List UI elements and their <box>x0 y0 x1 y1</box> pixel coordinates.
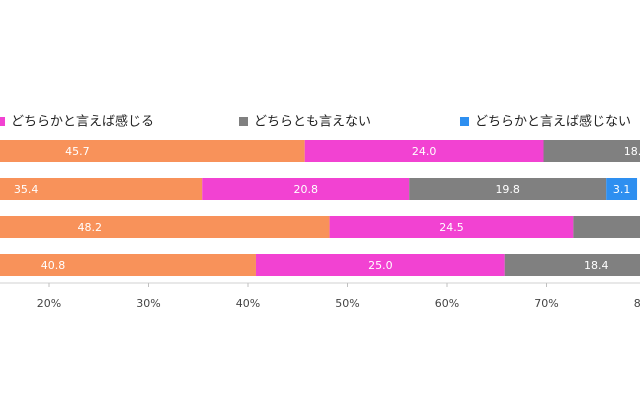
legend-label: どちらかと言えば感じない <box>475 114 631 130</box>
x-tick-label: 80% <box>634 297 640 310</box>
bar-segment <box>329 216 574 238</box>
bar-segment <box>504 254 640 276</box>
bar-segment <box>202 178 410 200</box>
value-label: 18.6 <box>624 145 640 158</box>
bar-segment <box>0 140 305 162</box>
x-tick-label: 40% <box>236 297 260 310</box>
value-label: 3.1 <box>613 183 631 196</box>
x-tick-label: 70% <box>534 297 558 310</box>
legend-swatch <box>239 117 248 126</box>
value-label: 35.4 <box>14 183 39 196</box>
bar-segment <box>409 178 607 200</box>
value-label: 19.8 <box>495 183 520 196</box>
value-label: 18.4 <box>584 259 609 272</box>
value-label: 40.8 <box>41 259 66 272</box>
value-label: 24.0 <box>412 145 437 158</box>
x-tick-label: 30% <box>136 297 160 310</box>
x-tick-label: 60% <box>435 297 459 310</box>
legend-label: どちらとも言えない <box>254 115 371 130</box>
x-tick-label: 50% <box>335 297 359 310</box>
legend-swatch <box>0 117 5 126</box>
bar-segment <box>573 216 640 238</box>
bar-segment <box>304 140 544 162</box>
legend-label: どちらかと言えば感じる <box>11 114 154 130</box>
bar-segment <box>0 178 203 200</box>
bar-segment <box>0 216 330 238</box>
value-label: 20.8 <box>293 183 318 196</box>
value-label: 48.2 <box>78 221 103 234</box>
value-label: 45.7 <box>65 145 90 158</box>
x-tick-label: 20% <box>37 297 61 310</box>
value-label: 25.0 <box>368 259 393 272</box>
legend-swatch <box>460 117 469 126</box>
bar-segment <box>543 140 640 162</box>
bar-segment <box>0 254 256 276</box>
bar-segment <box>255 254 505 276</box>
value-label: 24.5 <box>439 221 464 234</box>
bar-segment <box>606 178 638 200</box>
